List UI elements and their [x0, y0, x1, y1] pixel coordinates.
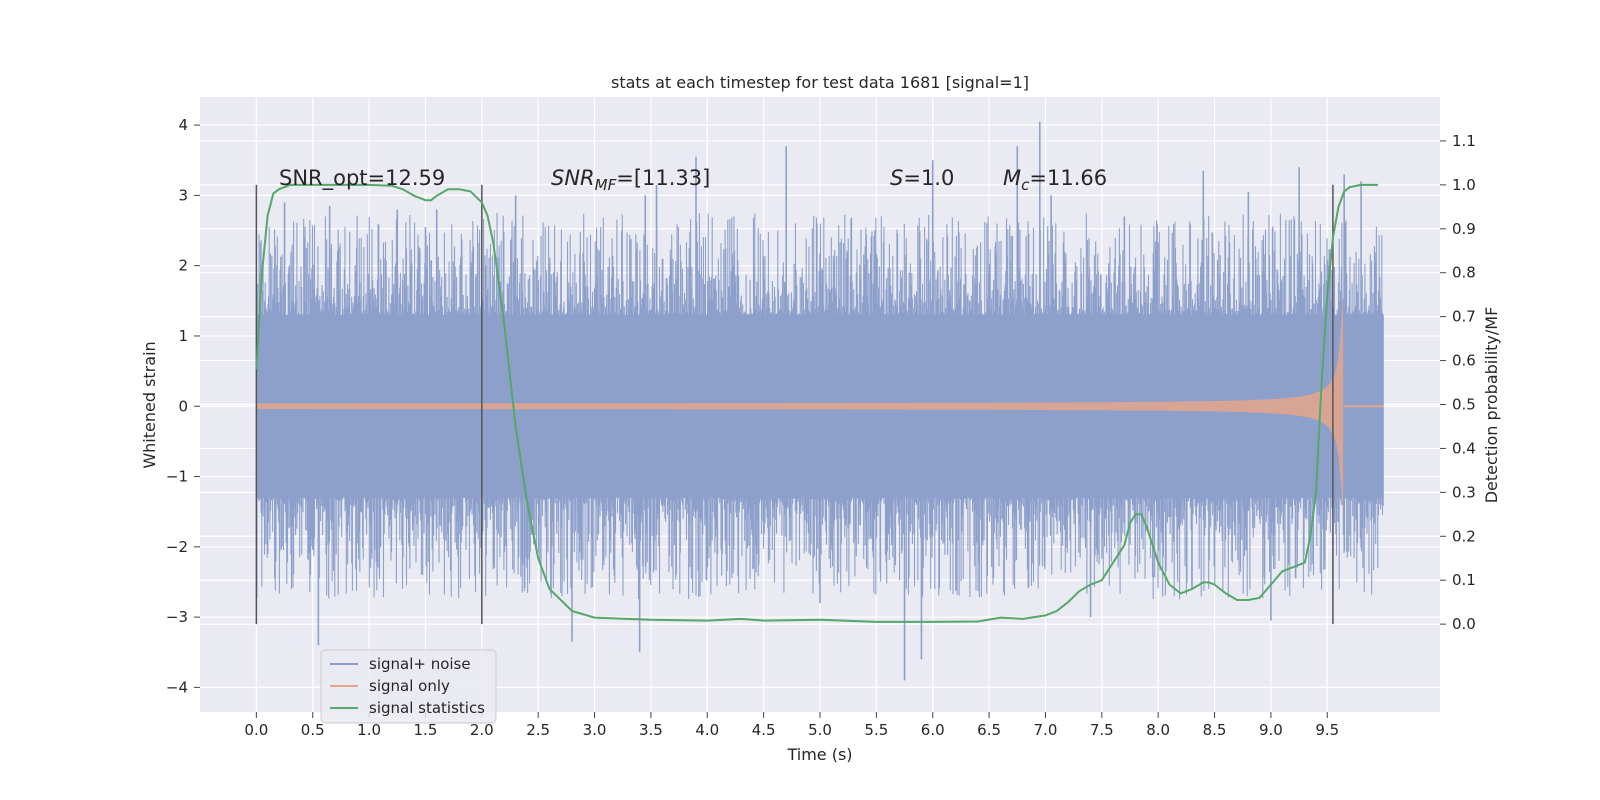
y-left-tick-label: −4: [166, 678, 188, 696]
x-axis-title: Time (s): [786, 745, 852, 764]
y-left-tick-label: −1: [166, 468, 188, 486]
y-right-tick-label: 1.1: [1452, 132, 1476, 150]
x-tick-label: 1.0: [357, 721, 381, 739]
y-axis-left-title: Whitened strain: [140, 341, 159, 468]
signal-only-envelope: [256, 296, 1344, 516]
annotation-snr-mf: SNRMF=[11.33]: [551, 166, 710, 194]
x-tick-label: 6.5: [977, 721, 1001, 739]
annotation-s-symbol: S: [890, 166, 903, 190]
chart-title: stats at each timestep for test data 168…: [611, 73, 1029, 92]
x-tick-label: 8.0: [1146, 721, 1170, 739]
x-tick-label: 5.5: [864, 721, 888, 739]
y-left-tick-label: −3: [166, 608, 188, 626]
legend-label-signal-only: signal only: [369, 677, 450, 695]
annotation-mc-value: =11.66: [1029, 166, 1107, 190]
x-tick-label: 0.0: [244, 721, 268, 739]
y-right-tick-label: 0.1: [1452, 571, 1476, 589]
y-right-tick-label: 1.0: [1452, 176, 1476, 194]
annotation-mc: Mc=11.66: [1003, 166, 1107, 194]
annotation-mc-base: M: [1003, 166, 1021, 190]
y-right-tick-label: 0.2: [1452, 527, 1476, 545]
y-right-tick-label: 0.5: [1452, 396, 1476, 414]
x-tick-label: 3.0: [583, 721, 607, 739]
y-left-tick-label: 1: [178, 327, 188, 345]
y-right-tick-label: 0.8: [1452, 264, 1476, 282]
y-left-tick-label: 0: [178, 397, 188, 415]
y-left-tick-label: 4: [178, 116, 188, 134]
x-tick-label: 8.5: [1203, 721, 1227, 739]
y-right-tick-label: 0.7: [1452, 308, 1476, 326]
x-tick-label: 2.0: [470, 721, 494, 739]
y-right-tick-label: 0.9: [1452, 220, 1476, 238]
x-tick-label: 7.0: [1034, 721, 1058, 739]
x-tick-label: 9.0: [1259, 721, 1283, 739]
x-tick-label: 2.5: [526, 721, 550, 739]
legend: signal+ noise signal only signal statist…: [320, 649, 497, 724]
legend-label-signal-statistics: signal statistics: [369, 699, 485, 717]
y-left-tick-label: −2: [166, 538, 188, 556]
annotation-s: S=1.0: [890, 166, 954, 190]
annotation-s-value: =1.0: [903, 166, 954, 190]
y-right-tick-label: 0.3: [1452, 483, 1476, 501]
y-axis-left-ticks: −4 −3 −2 −1 0 1 2 3 4: [166, 116, 200, 696]
signal-statistics-series: [255, 183, 1378, 623]
x-tick-label: 7.5: [1090, 721, 1114, 739]
x-tick-label: 3.5: [639, 721, 663, 739]
y-axis-right-ticks: 0.0 0.1 0.2 0.3 0.4 0.5 0.6 0.7 0.8 0.9 1.0 1.1: [1440, 132, 1476, 633]
x-tick-label: 4.0: [695, 721, 719, 739]
signal-statistics-line: [255, 183, 1378, 623]
annotation-mc-sub: c: [1021, 176, 1030, 194]
y-right-tick-label: 0.0: [1452, 615, 1476, 633]
y-axis-right-title: Detection probability/MF: [1482, 307, 1501, 504]
x-tick-label: 0.5: [301, 721, 325, 739]
window-markers: [255, 184, 1334, 625]
x-tick-label: 9.5: [1315, 721, 1339, 739]
x-tick-label: 1.5: [414, 721, 438, 739]
annotation-snr-opt: SNR_opt=12.59: [279, 166, 445, 191]
annotation-snr-mf-base: SNR: [551, 166, 595, 190]
signal-only-series: [256, 296, 1384, 516]
annotation-snr-mf-sub: MF: [595, 176, 617, 194]
legend-label-signal-noise: signal+ noise: [369, 655, 471, 673]
legend-box: [320, 649, 497, 724]
y-right-tick-label: 0.6: [1452, 352, 1476, 370]
y-left-tick-label: 3: [178, 186, 188, 204]
annotation-snr-mf-value: =[11.33]: [616, 166, 710, 190]
x-axis-ticks: 0.0 0.5 1.0 1.5 2.0 2.5 3.0 3.5 4.0 4.5 5.0 5.5 6.0 6…: [244, 712, 1339, 739]
x-tick-label: 4.5: [752, 721, 776, 739]
x-tick-label: 6.0: [921, 721, 945, 739]
y-left-tick-label: 2: [178, 257, 188, 275]
x-tick-label: 5.0: [808, 721, 832, 739]
y-right-tick-label: 0.4: [1452, 439, 1476, 457]
